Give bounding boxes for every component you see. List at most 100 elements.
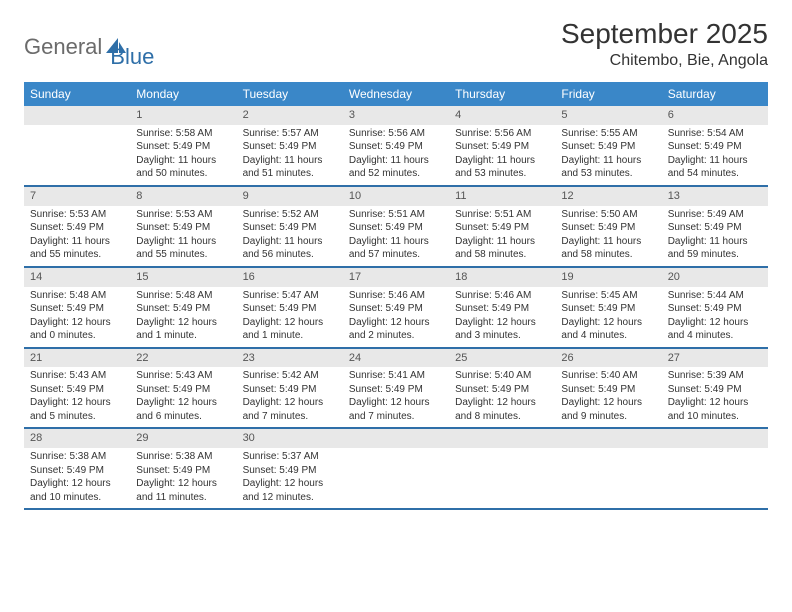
sunrise-text: Sunrise: 5:48 AM <box>30 289 124 303</box>
day-body: Sunrise: 5:51 AMSunset: 5:49 PMDaylight:… <box>343 206 449 266</box>
day-cell: 5Sunrise: 5:55 AMSunset: 5:49 PMDaylight… <box>555 106 661 185</box>
weekday-header: Tuesday <box>237 82 343 106</box>
day-number: 27 <box>662 349 768 368</box>
day-cell: . <box>449 429 555 508</box>
day-body: Sunrise: 5:41 AMSunset: 5:49 PMDaylight:… <box>343 367 449 427</box>
sunrise-text: Sunrise: 5:56 AM <box>349 127 443 141</box>
sunset-text: Sunset: 5:49 PM <box>455 221 549 235</box>
day-number: 11 <box>449 187 555 206</box>
day-cell: . <box>662 429 768 508</box>
weekday-header: Thursday <box>449 82 555 106</box>
sunrise-text: Sunrise: 5:46 AM <box>349 289 443 303</box>
day-cell: 29Sunrise: 5:38 AMSunset: 5:49 PMDayligh… <box>130 429 236 508</box>
sunset-text: Sunset: 5:49 PM <box>668 140 762 154</box>
day-body: Sunrise: 5:52 AMSunset: 5:49 PMDaylight:… <box>237 206 343 266</box>
day-cell: 1Sunrise: 5:58 AMSunset: 5:49 PMDaylight… <box>130 106 236 185</box>
weekday-header: Sunday <box>24 82 130 106</box>
day-cell: 17Sunrise: 5:46 AMSunset: 5:49 PMDayligh… <box>343 268 449 347</box>
day-number: . <box>24 106 130 125</box>
sunset-text: Sunset: 5:49 PM <box>243 464 337 478</box>
sunrise-text: Sunrise: 5:57 AM <box>243 127 337 141</box>
day-body: Sunrise: 5:51 AMSunset: 5:49 PMDaylight:… <box>449 206 555 266</box>
day-cell: 3Sunrise: 5:56 AMSunset: 5:49 PMDaylight… <box>343 106 449 185</box>
day-number: 26 <box>555 349 661 368</box>
day-number: 3 <box>343 106 449 125</box>
sunrise-text: Sunrise: 5:58 AM <box>136 127 230 141</box>
logo-word2: Blue <box>110 44 154 70</box>
day-number: 8 <box>130 187 236 206</box>
day-body: Sunrise: 5:47 AMSunset: 5:49 PMDaylight:… <box>237 287 343 347</box>
daylight-text: Daylight: 11 hours and 52 minutes. <box>349 154 443 181</box>
daylight-text: Daylight: 12 hours and 6 minutes. <box>136 396 230 423</box>
sunrise-text: Sunrise: 5:54 AM <box>668 127 762 141</box>
sunrise-text: Sunrise: 5:56 AM <box>455 127 549 141</box>
day-number: 22 <box>130 349 236 368</box>
daylight-text: Daylight: 11 hours and 55 minutes. <box>136 235 230 262</box>
title-block: September 2025 Chitembo, Bie, Angola <box>561 18 768 70</box>
day-cell: 21Sunrise: 5:43 AMSunset: 5:49 PMDayligh… <box>24 349 130 428</box>
day-number: 25 <box>449 349 555 368</box>
daylight-text: Daylight: 12 hours and 8 minutes. <box>455 396 549 423</box>
weekday-header: Saturday <box>662 82 768 106</box>
sunrise-text: Sunrise: 5:53 AM <box>30 208 124 222</box>
weekday-header: Wednesday <box>343 82 449 106</box>
day-body: Sunrise: 5:55 AMSunset: 5:49 PMDaylight:… <box>555 125 661 185</box>
day-cell: 22Sunrise: 5:43 AMSunset: 5:49 PMDayligh… <box>130 349 236 428</box>
day-number: 7 <box>24 187 130 206</box>
day-cell: 20Sunrise: 5:44 AMSunset: 5:49 PMDayligh… <box>662 268 768 347</box>
day-body: Sunrise: 5:48 AMSunset: 5:49 PMDaylight:… <box>130 287 236 347</box>
daylight-text: Daylight: 11 hours and 58 minutes. <box>561 235 655 262</box>
daylight-text: Daylight: 12 hours and 1 minute. <box>136 316 230 343</box>
sunrise-text: Sunrise: 5:37 AM <box>243 450 337 464</box>
sunset-text: Sunset: 5:49 PM <box>349 140 443 154</box>
day-cell: . <box>343 429 449 508</box>
day-body: Sunrise: 5:53 AMSunset: 5:49 PMDaylight:… <box>130 206 236 266</box>
sunset-text: Sunset: 5:49 PM <box>30 464 124 478</box>
daylight-text: Daylight: 11 hours and 57 minutes. <box>349 235 443 262</box>
sunset-text: Sunset: 5:49 PM <box>30 221 124 235</box>
day-body: Sunrise: 5:50 AMSunset: 5:49 PMDaylight:… <box>555 206 661 266</box>
sunrise-text: Sunrise: 5:52 AM <box>243 208 337 222</box>
day-body: Sunrise: 5:56 AMSunset: 5:49 PMDaylight:… <box>343 125 449 185</box>
sunset-text: Sunset: 5:49 PM <box>668 221 762 235</box>
sunset-text: Sunset: 5:49 PM <box>243 383 337 397</box>
sunrise-text: Sunrise: 5:51 AM <box>349 208 443 222</box>
weeks-container: .1Sunrise: 5:58 AMSunset: 5:49 PMDayligh… <box>24 106 768 510</box>
day-number: . <box>662 429 768 448</box>
sunset-text: Sunset: 5:49 PM <box>136 140 230 154</box>
day-cell: 26Sunrise: 5:40 AMSunset: 5:49 PMDayligh… <box>555 349 661 428</box>
sunrise-text: Sunrise: 5:47 AM <box>243 289 337 303</box>
day-body: Sunrise: 5:43 AMSunset: 5:49 PMDaylight:… <box>130 367 236 427</box>
daylight-text: Daylight: 11 hours and 59 minutes. <box>668 235 762 262</box>
day-number: . <box>449 429 555 448</box>
day-number: 18 <box>449 268 555 287</box>
sunset-text: Sunset: 5:49 PM <box>561 383 655 397</box>
day-number: 28 <box>24 429 130 448</box>
sunset-text: Sunset: 5:49 PM <box>668 383 762 397</box>
day-body: Sunrise: 5:42 AMSunset: 5:49 PMDaylight:… <box>237 367 343 427</box>
day-cell: 4Sunrise: 5:56 AMSunset: 5:49 PMDaylight… <box>449 106 555 185</box>
day-cell: 6Sunrise: 5:54 AMSunset: 5:49 PMDaylight… <box>662 106 768 185</box>
day-cell: 28Sunrise: 5:38 AMSunset: 5:49 PMDayligh… <box>24 429 130 508</box>
day-body: Sunrise: 5:46 AMSunset: 5:49 PMDaylight:… <box>343 287 449 347</box>
daylight-text: Daylight: 12 hours and 9 minutes. <box>561 396 655 423</box>
day-cell: 30Sunrise: 5:37 AMSunset: 5:49 PMDayligh… <box>237 429 343 508</box>
daylight-text: Daylight: 12 hours and 0 minutes. <box>30 316 124 343</box>
location-text: Chitembo, Bie, Angola <box>561 52 768 70</box>
daylight-text: Daylight: 12 hours and 11 minutes. <box>136 477 230 504</box>
daylight-text: Daylight: 12 hours and 12 minutes. <box>243 477 337 504</box>
day-cell: 25Sunrise: 5:40 AMSunset: 5:49 PMDayligh… <box>449 349 555 428</box>
week-row: .1Sunrise: 5:58 AMSunset: 5:49 PMDayligh… <box>24 106 768 187</box>
daylight-text: Daylight: 11 hours and 50 minutes. <box>136 154 230 181</box>
sunrise-text: Sunrise: 5:38 AM <box>30 450 124 464</box>
day-body: Sunrise: 5:48 AMSunset: 5:49 PMDaylight:… <box>24 287 130 347</box>
day-body: Sunrise: 5:40 AMSunset: 5:49 PMDaylight:… <box>555 367 661 427</box>
sunset-text: Sunset: 5:49 PM <box>455 140 549 154</box>
daylight-text: Daylight: 12 hours and 4 minutes. <box>561 316 655 343</box>
day-body: Sunrise: 5:43 AMSunset: 5:49 PMDaylight:… <box>24 367 130 427</box>
day-cell: 14Sunrise: 5:48 AMSunset: 5:49 PMDayligh… <box>24 268 130 347</box>
day-cell: 8Sunrise: 5:53 AMSunset: 5:49 PMDaylight… <box>130 187 236 266</box>
sunrise-text: Sunrise: 5:43 AM <box>30 369 124 383</box>
day-number: 6 <box>662 106 768 125</box>
day-body: Sunrise: 5:49 AMSunset: 5:49 PMDaylight:… <box>662 206 768 266</box>
